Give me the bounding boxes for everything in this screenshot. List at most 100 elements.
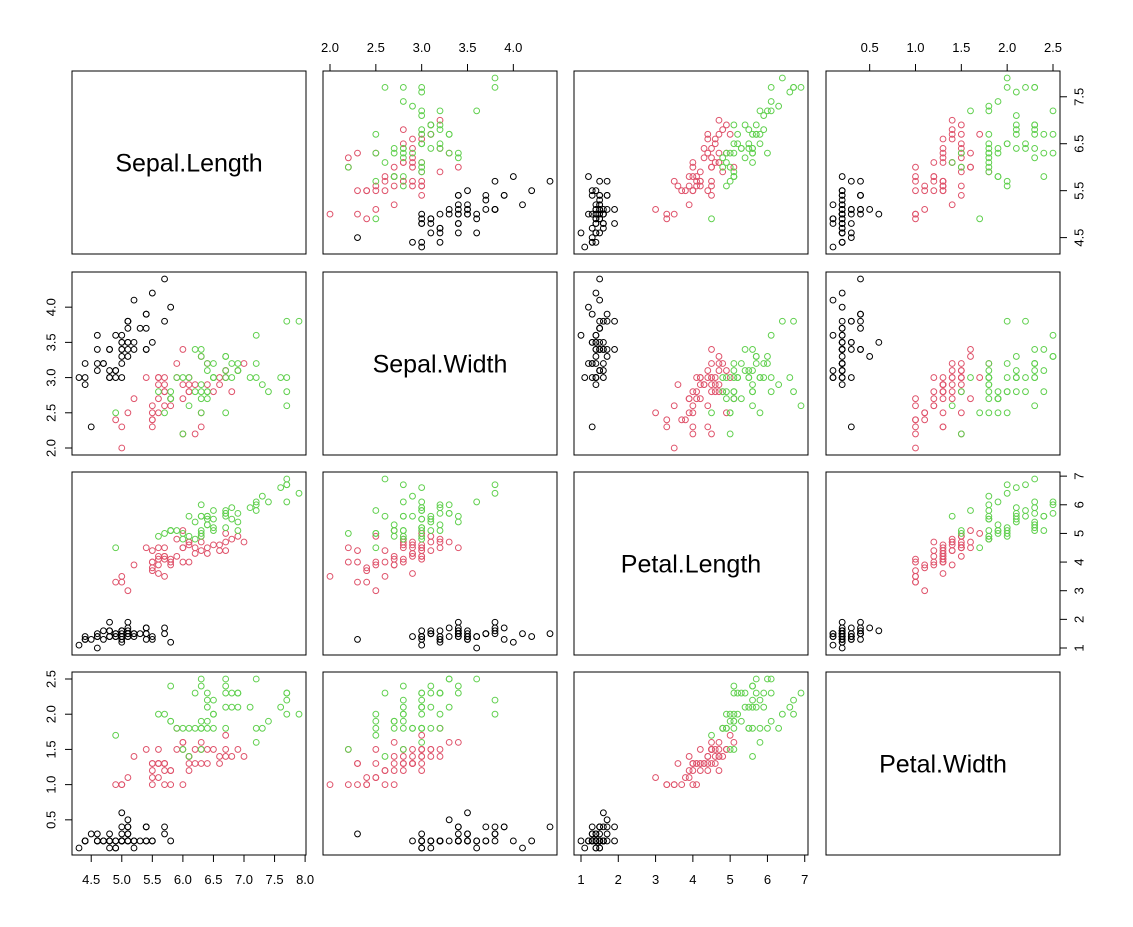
data-point (592, 381, 600, 389)
panel-frame (825, 271, 1061, 456)
data-point (921, 182, 929, 190)
data-point (427, 753, 435, 760)
data-point (436, 501, 444, 509)
data-point (930, 159, 938, 166)
data-point (708, 182, 715, 190)
data-point (912, 444, 919, 452)
tick-label: 8.0 (296, 872, 314, 887)
data-point (1022, 388, 1029, 396)
data-point (708, 760, 715, 767)
data-point (778, 74, 786, 82)
data-point (295, 489, 303, 497)
data-point (197, 409, 205, 417)
data-point (778, 710, 786, 718)
data-point (197, 501, 205, 509)
data-point (749, 130, 756, 138)
data-point (93, 367, 101, 374)
data-point (752, 130, 760, 138)
data-point (124, 630, 132, 638)
data-point (708, 374, 715, 381)
data-point (372, 130, 380, 138)
data-point (509, 173, 517, 180)
data-point (723, 374, 730, 381)
data-point (418, 135, 426, 143)
data-point (592, 210, 600, 218)
data-point (985, 145, 993, 152)
data-point (745, 367, 753, 374)
data-point (685, 753, 693, 760)
data-point (708, 163, 715, 171)
data-point (222, 746, 230, 753)
data-point (756, 724, 764, 732)
tick-label: 2.0 (321, 40, 339, 55)
data-point (685, 774, 693, 781)
data-point (957, 182, 965, 190)
data-point (1049, 498, 1057, 506)
data-point (663, 215, 671, 223)
data-point (197, 527, 205, 534)
data-point (179, 746, 187, 753)
data-point (730, 395, 738, 403)
data-point (921, 587, 929, 595)
data-point (283, 481, 291, 489)
data-point (767, 331, 775, 339)
data-point (767, 388, 775, 396)
data-point (326, 572, 334, 580)
data-point (124, 317, 132, 325)
panel-Sepal.Width-vs-Petal.Width (825, 271, 1061, 456)
data-point (155, 532, 162, 540)
data-point (939, 135, 947, 143)
data-point (112, 374, 120, 381)
data-point (708, 388, 715, 396)
data-point (730, 710, 738, 718)
data-point (148, 423, 156, 431)
tick-label: 4.5 (1071, 229, 1086, 247)
data-point (948, 512, 956, 520)
data-point (764, 149, 771, 157)
data-point (390, 781, 398, 789)
data-point (179, 544, 187, 552)
data-point (136, 324, 144, 332)
data-point (372, 532, 380, 540)
data-point (473, 210, 481, 218)
data-point (1031, 402, 1039, 410)
data-point (1003, 374, 1011, 381)
data-point (674, 182, 682, 190)
data-point (283, 402, 291, 410)
data-point (1012, 88, 1020, 96)
data-point (1031, 509, 1039, 517)
data-point (1040, 527, 1048, 534)
data-point (948, 388, 956, 396)
data-point (222, 689, 230, 697)
data-point (155, 374, 162, 381)
data-point (985, 168, 993, 176)
data-point (161, 781, 168, 789)
data-point (491, 489, 499, 497)
data-point (203, 381, 211, 389)
panel-frame (573, 671, 809, 856)
data-point (1040, 173, 1048, 180)
data-point (737, 145, 745, 152)
data-point (155, 381, 162, 389)
data-point (719, 163, 727, 171)
data-point (179, 535, 187, 543)
data-point (723, 388, 730, 396)
variable-label: Petal.Width (879, 751, 1007, 779)
data-point (730, 738, 738, 746)
data-point (344, 746, 352, 753)
top-axis-Petal.Width: 0.5 1.0 1.5 2.0 2.5 (861, 40, 1062, 72)
data-point (246, 374, 254, 381)
data-point (1003, 524, 1011, 532)
data-point (173, 552, 181, 560)
data-point (730, 149, 738, 157)
data-point (454, 738, 462, 746)
data-point (148, 338, 156, 346)
data-point (930, 173, 938, 180)
data-point (100, 636, 107, 643)
data-point (390, 201, 398, 209)
data-point (1049, 501, 1057, 509)
data-point (829, 331, 837, 339)
data-point (704, 760, 712, 767)
data-point (719, 388, 727, 396)
data-point (295, 710, 303, 718)
